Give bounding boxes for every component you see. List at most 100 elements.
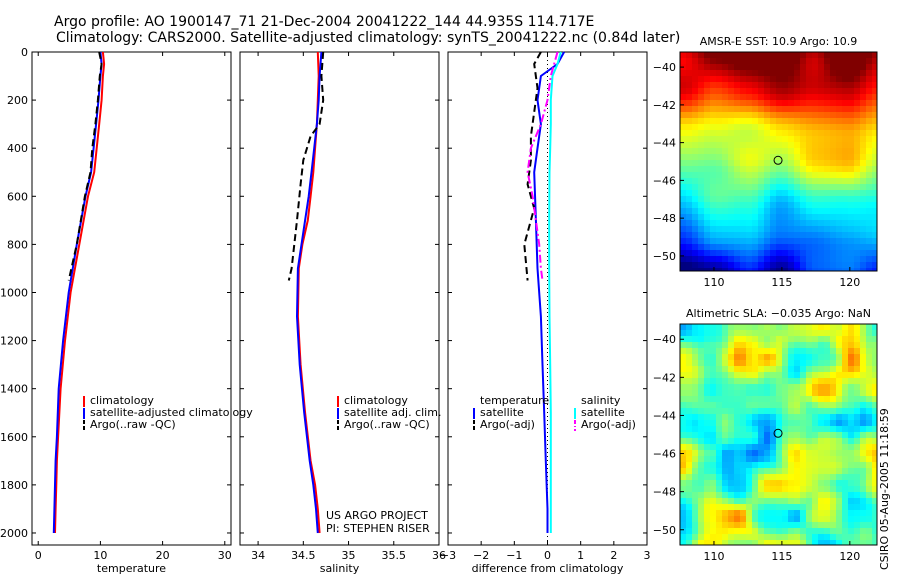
heatmap-cell: [728, 118, 734, 124]
heatmap-cell: [746, 262, 752, 268]
heatmap-cell: [686, 232, 692, 238]
heatmap-cell: [764, 238, 770, 244]
heatmap-cell: [794, 64, 800, 70]
heatmap-cell: [704, 372, 710, 378]
heatmap-cell: [716, 100, 722, 106]
heatmap-cell: [764, 522, 770, 528]
heatmap-cell: [746, 244, 752, 250]
heatmap-cell: [842, 396, 848, 402]
heatmap-cell: [734, 52, 740, 58]
heatmap-cell: [860, 82, 866, 88]
heatmap-cell: [788, 208, 794, 214]
heatmap-cell: [854, 262, 860, 268]
heatmap-cell: [866, 70, 872, 76]
heatmap-cell: [740, 58, 746, 64]
heatmap-cell: [836, 208, 842, 214]
heatmap-cell: [776, 522, 782, 528]
heatmap-cell: [842, 208, 848, 214]
heatmap-cell: [794, 342, 800, 348]
heatmap-cell: [770, 112, 776, 118]
heatmap-cell: [722, 100, 728, 106]
heatmap-cell: [698, 504, 704, 510]
heatmap-cell: [752, 202, 758, 208]
heatmap-cell: [758, 82, 764, 88]
heatmap-cell: [860, 408, 866, 414]
heatmap-cell: [758, 522, 764, 528]
heatmap-cell: [782, 540, 788, 545]
y-tick-label: 1800: [0, 479, 28, 492]
heatmap-cell: [758, 112, 764, 118]
heatmap-cell: [824, 522, 830, 528]
heatmap-cell: [704, 450, 710, 456]
heatmap-cell: [758, 504, 764, 510]
heatmap-cell: [746, 178, 752, 184]
heatmap-cell: [776, 324, 782, 330]
heatmap-cell: [842, 348, 848, 354]
heatmap-cell: [866, 486, 872, 492]
heatmap-cell: [854, 190, 860, 196]
heatmap-cell: [704, 498, 710, 504]
heatmap-cell: [872, 88, 877, 94]
heatmap-cell: [734, 360, 740, 366]
heatmap-cell: [788, 262, 794, 268]
heatmap-cell: [836, 220, 842, 226]
heatmap-cell: [806, 118, 812, 124]
heatmap-cell: [680, 142, 686, 148]
heatmap-cell: [728, 432, 734, 438]
heatmap-cell: [710, 336, 716, 342]
heatmap-cell: [776, 534, 782, 540]
heatmap-cell: [770, 118, 776, 124]
heatmap-cell: [830, 148, 836, 154]
heatmap-cell: [722, 540, 728, 545]
heatmap-cell: [830, 534, 836, 540]
heatmap-cell: [842, 160, 848, 166]
heatmap-cell: [686, 420, 692, 426]
plot-frame-2: [239, 51, 440, 546]
heatmap-cell: [848, 372, 854, 378]
heatmap-cell: [854, 414, 860, 420]
heatmap-cell: [794, 420, 800, 426]
heatmap-cell: [710, 438, 716, 444]
heatmap-cell: [686, 184, 692, 190]
heatmap-cell: [812, 444, 818, 450]
heatmap-cell: [782, 438, 788, 444]
heatmap-cell: [758, 402, 764, 408]
heatmap-cell: [800, 262, 806, 268]
heatmap-cell: [848, 226, 854, 232]
heatmap-cell: [806, 160, 812, 166]
heatmap-cell: [818, 420, 824, 426]
heatmap-cell: [710, 250, 716, 256]
heatmap-cell: [680, 450, 686, 456]
heatmap-cell: [824, 262, 830, 268]
heatmap-cell: [758, 76, 764, 82]
heatmap-cell: [716, 336, 722, 342]
heatmap-cell: [734, 112, 740, 118]
heatmap-cell: [710, 118, 716, 124]
heatmap-cell: [812, 432, 818, 438]
heatmap-cell: [848, 76, 854, 82]
heatmap-cell: [710, 402, 716, 408]
heatmap-cell: [782, 336, 788, 342]
heatmap-cell: [764, 354, 770, 360]
heatmap-cell: [752, 112, 758, 118]
heatmap-cell: [830, 330, 836, 336]
heatmap-cell: [764, 136, 770, 142]
heatmap-cell: [842, 166, 848, 172]
heatmap-cell: [800, 100, 806, 106]
heatmap-cell: [680, 366, 686, 372]
heatmap-cell: [698, 342, 704, 348]
heatmap-cell: [824, 160, 830, 166]
heatmap-cell: [788, 324, 794, 330]
heatmap-cell: [734, 154, 740, 160]
heatmap-cell: [830, 396, 836, 402]
heatmap-cell: [794, 432, 800, 438]
heatmap-cell: [728, 360, 734, 366]
heatmap-cell: [704, 354, 710, 360]
heatmap-cell: [746, 492, 752, 498]
heatmap-cell: [788, 336, 794, 342]
heatmap-cell: [848, 112, 854, 118]
y-tick-label: 200: [7, 94, 28, 107]
heatmap-cell: [818, 232, 824, 238]
heatmap-cell: [824, 336, 830, 342]
heatmap-cell: [746, 208, 752, 214]
